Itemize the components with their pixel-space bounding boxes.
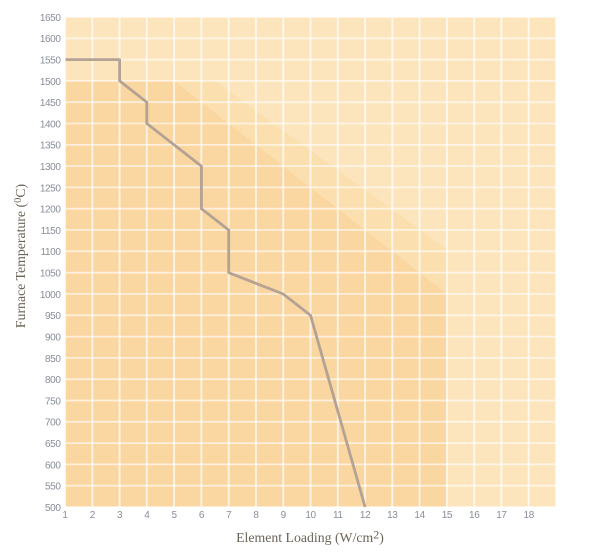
svg-text:Element Loading (W/cm2): Element Loading (W/cm2) [236,528,384,547]
svg-text:7: 7 [226,510,232,521]
svg-text:1000: 1000 [40,290,61,301]
svg-text:750: 750 [45,396,61,407]
svg-text:1050: 1050 [40,269,61,280]
svg-text:1300: 1300 [40,162,61,173]
svg-text:1650: 1650 [40,13,61,24]
svg-text:8: 8 [253,510,259,521]
svg-text:15: 15 [442,510,453,521]
svg-text:1: 1 [62,510,68,521]
svg-text:950: 950 [45,311,61,322]
svg-text:12: 12 [360,510,371,521]
svg-text:1100: 1100 [41,247,62,258]
svg-text:900: 900 [45,333,61,344]
svg-text:1150: 1150 [41,226,62,237]
svg-text:10: 10 [305,510,316,521]
svg-text:13: 13 [387,510,398,521]
svg-text:Furnace Temperature (0C): Furnace Temperature (0C) [13,184,29,328]
svg-text:5: 5 [172,510,178,521]
svg-text:11: 11 [333,510,343,521]
svg-text:500: 500 [45,503,61,514]
svg-text:1550: 1550 [40,56,61,67]
svg-text:1200: 1200 [40,205,61,216]
svg-text:1400: 1400 [40,119,61,130]
svg-text:1450: 1450 [40,98,61,109]
svg-text:18: 18 [524,510,535,521]
svg-text:1500: 1500 [40,77,61,88]
svg-text:650: 650 [45,439,61,450]
svg-text:16: 16 [469,510,480,521]
svg-text:550: 550 [45,482,61,493]
svg-text:1250: 1250 [40,183,61,194]
svg-text:6: 6 [199,510,205,521]
svg-text:1350: 1350 [40,141,61,152]
svg-text:600: 600 [45,460,61,471]
svg-text:850: 850 [45,354,61,365]
svg-text:800: 800 [45,375,61,386]
svg-text:700: 700 [45,418,61,429]
svg-text:17: 17 [496,510,507,521]
svg-text:14: 14 [414,510,425,521]
svg-text:9: 9 [281,510,287,521]
svg-text:3: 3 [117,510,123,521]
svg-text:4: 4 [144,510,150,521]
svg-text:1600: 1600 [40,34,61,45]
svg-text:2: 2 [90,510,96,521]
